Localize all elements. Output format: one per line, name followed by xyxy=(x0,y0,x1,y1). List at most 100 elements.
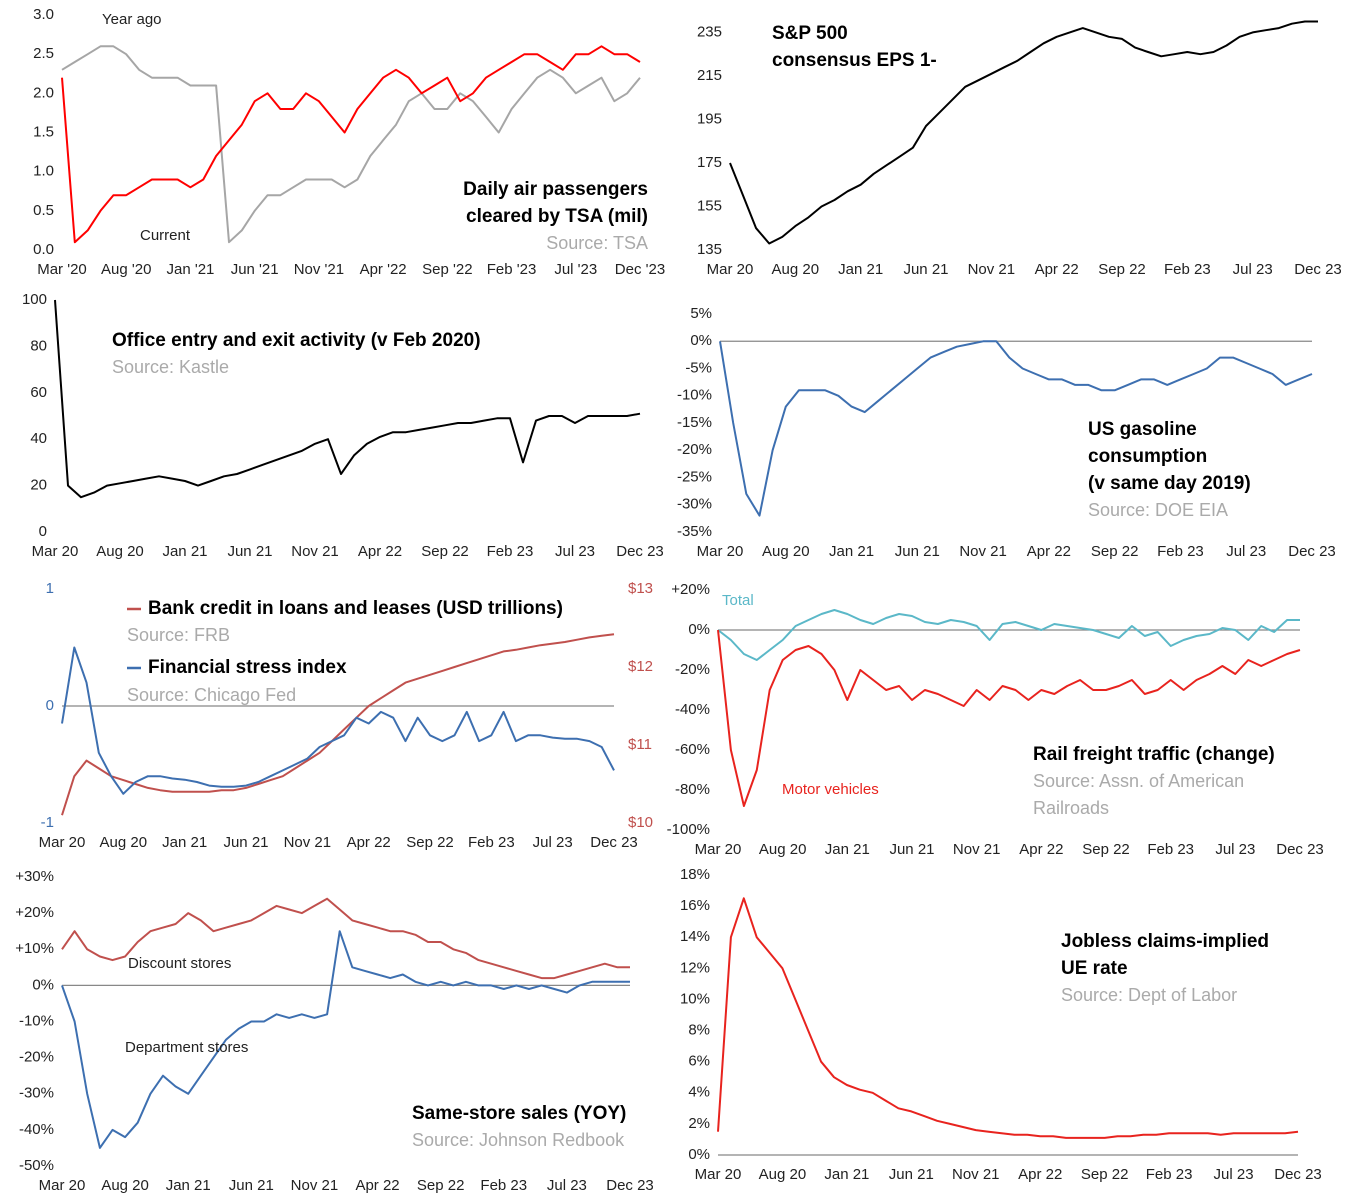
y-tick-label: 0.0 xyxy=(33,241,54,258)
chart-title: consensus EPS 1- xyxy=(772,50,937,71)
x-tick-label: Jul 23 xyxy=(1214,1166,1254,1183)
x-tick-label: Mar 20 xyxy=(707,261,754,278)
chart-title: UE rate xyxy=(1061,958,1128,979)
x-tick-label: Aug 20 xyxy=(100,834,148,851)
y-tick-label: 235 xyxy=(697,23,722,40)
y-tick-label: 18% xyxy=(680,866,710,883)
series-label: Current xyxy=(140,227,191,244)
y-tick-label: -50% xyxy=(19,1157,54,1174)
x-tick-label: Aug 20 xyxy=(759,841,807,858)
y-tick-label: 0 xyxy=(46,697,54,714)
chart-source: Source: Dept of Labor xyxy=(1061,985,1237,1005)
x-tick-label: Feb 23 xyxy=(1147,841,1194,858)
x-tick-label: Jun 21 xyxy=(895,543,940,560)
y-tick-label: 1.5 xyxy=(33,123,54,140)
y-tick-label: -80% xyxy=(675,781,710,798)
y-tick-label: -1 xyxy=(41,814,54,831)
y-tick-label: 155 xyxy=(697,197,722,214)
x-tick-label: Dec '23 xyxy=(615,261,665,278)
x-tick-label: Nov 21 xyxy=(968,261,1016,278)
chart-title: Rail freight traffic (change) xyxy=(1033,744,1275,765)
series-line xyxy=(61,633,615,816)
y-tick-label: -60% xyxy=(675,741,710,758)
x-tick-label: Mar 20 xyxy=(39,834,86,851)
y-tick-label: 135 xyxy=(697,241,722,258)
x-tick-label: Mar 20 xyxy=(697,543,744,560)
y-tick-label: -40% xyxy=(675,701,710,718)
y-tick-label: 40 xyxy=(30,430,47,447)
x-tick-label: Jun 21 xyxy=(227,543,272,560)
x-tick-label: Dec 23 xyxy=(1276,841,1324,858)
x-tick-label: Jul 23 xyxy=(555,543,595,560)
x-tick-label: Jan 21 xyxy=(838,261,883,278)
x-tick-label: Jul 23 xyxy=(1215,841,1255,858)
y-tick-label: 16% xyxy=(680,897,710,914)
x-tick-label: Nov '21 xyxy=(294,261,344,278)
y-tick-label: -5% xyxy=(685,359,712,376)
y-tick-label: +30% xyxy=(15,868,54,885)
y-tick-label: 8% xyxy=(688,1022,710,1039)
y-tick-label: 215 xyxy=(697,67,722,84)
x-tick-label: Jul 23 xyxy=(1233,261,1273,278)
x-tick-label: Jun 21 xyxy=(903,261,948,278)
x-tick-label: Feb 23 xyxy=(480,1177,527,1194)
chart-title: cleared by TSA (mil) xyxy=(466,206,648,227)
series-line xyxy=(54,299,641,499)
x-tick-label: Mar 20 xyxy=(695,1166,742,1183)
series-line xyxy=(61,45,641,244)
chart-source: Source: DOE EIA xyxy=(1088,500,1228,520)
chart-title: Daily air passengers xyxy=(463,179,648,200)
x-tick-label: Apr 22 xyxy=(355,1177,399,1194)
y-tick-label: 20 xyxy=(30,477,47,494)
x-tick-label: Jun '21 xyxy=(231,261,279,278)
y-tick-label: 0% xyxy=(688,1146,710,1163)
y-tick-label: -100% xyxy=(667,821,710,838)
x-tick-label: Dec 23 xyxy=(1274,1166,1322,1183)
y-tick-label: 10% xyxy=(680,990,710,1007)
x-tick-label: Sep 22 xyxy=(1082,841,1130,858)
chart-title: Office entry and exit activity (v Feb 20… xyxy=(112,330,481,351)
y-tick-label: 60 xyxy=(30,384,47,401)
y2-tick-label: $10 xyxy=(628,814,653,831)
y-tick-label: -35% xyxy=(677,523,712,540)
x-tick-label: Jan 21 xyxy=(825,841,870,858)
x-tick-label: Jun 21 xyxy=(889,1166,934,1183)
x-tick-label: Feb 23 xyxy=(468,834,515,851)
x-tick-label: Aug 20 xyxy=(759,1166,807,1183)
x-tick-label: Apr 22 xyxy=(1018,1166,1062,1183)
chart-title: US gasoline xyxy=(1088,419,1197,440)
series-line xyxy=(61,897,630,980)
x-tick-label: Sep '22 xyxy=(422,261,472,278)
y-tick-label: 0.5 xyxy=(33,202,54,219)
chart-title: Jobless claims-implied xyxy=(1061,931,1269,952)
y-tick-label: -30% xyxy=(19,1085,54,1102)
y-tick-label: -30% xyxy=(677,496,712,513)
x-tick-label: Aug 20 xyxy=(772,261,820,278)
x-tick-label: Aug '20 xyxy=(101,261,151,278)
x-tick-label: Dec 23 xyxy=(606,1177,654,1194)
y-tick-label: 4% xyxy=(688,1084,710,1101)
y-tick-label: +20% xyxy=(671,581,710,598)
x-tick-label: Nov 21 xyxy=(952,1166,1000,1183)
y2-tick-label: $11 xyxy=(628,736,652,753)
x-tick-label: Apr 22 xyxy=(358,543,402,560)
x-tick-label: Jun 21 xyxy=(889,841,934,858)
x-tick-label: Feb 23 xyxy=(1157,543,1204,560)
y-tick-label: -20% xyxy=(19,1049,54,1066)
y-tick-label: -20% xyxy=(677,441,712,458)
y-tick-label: 100 xyxy=(22,291,47,308)
legend-label: Financial stress index xyxy=(148,657,347,678)
x-tick-label: Apr 22 xyxy=(1027,543,1071,560)
x-tick-label: Jan 21 xyxy=(162,543,207,560)
series-line xyxy=(61,646,615,795)
y-tick-label: +20% xyxy=(15,904,54,921)
chart-title: consumption xyxy=(1088,446,1207,467)
y-tick-label: -10% xyxy=(19,1012,54,1029)
chart-source: Source: TSA xyxy=(546,233,648,253)
x-tick-label: Mar '20 xyxy=(37,261,87,278)
y-tick-label: -25% xyxy=(677,468,712,485)
x-tick-label: Aug 20 xyxy=(96,543,144,560)
y-tick-label: 2.5 xyxy=(33,45,54,62)
chart-source: Source: Assn. of American xyxy=(1033,771,1244,791)
